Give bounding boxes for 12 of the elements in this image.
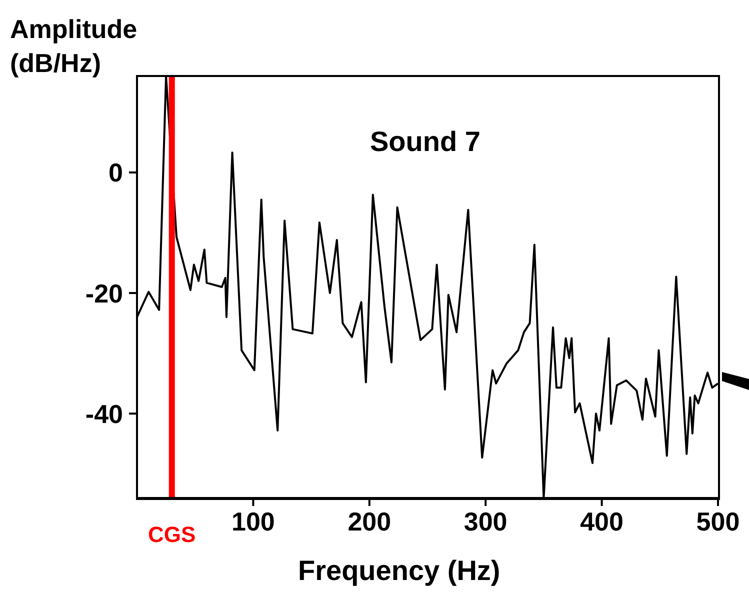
y-axis-title: Amplitude (dB/Hz) <box>10 13 138 80</box>
x-tick-label: 200 <box>348 506 392 536</box>
x-tick-label: 300 <box>464 506 508 536</box>
x-tick-label: 400 <box>580 506 624 536</box>
x-axis-title: Frequency (Hz) <box>298 555 500 587</box>
text: Sound 7 <box>370 126 480 158</box>
y-tick-label: 0 <box>108 158 123 188</box>
x-tick-label: 500 <box>696 506 740 536</box>
ref-line-label: CGS <box>148 522 196 547</box>
x-tick-label: 100 <box>232 506 275 536</box>
y-tick-label: -20 <box>85 278 123 308</box>
y-tick-label: -40 <box>85 398 123 429</box>
